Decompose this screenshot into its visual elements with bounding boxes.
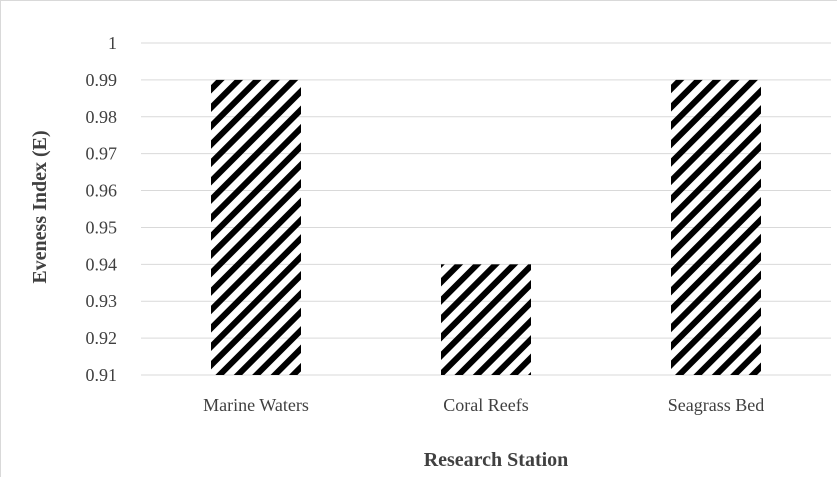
bar-seagrass-bed [671,79,761,375]
x-category-label: Seagrass Bed [668,395,764,415]
x-category-label: Coral Reefs [443,395,528,415]
y-axis-title: Eveness Index (E) [29,130,51,283]
y-tick-label: 0.96 [86,181,118,201]
y-axis-tick-labels: 0.91 0.92 0.93 0.94 0.95 0.96 0.97 0.98 0.99 1 [86,33,118,385]
y-tick-label: 1 [108,33,117,53]
y-tick-label: 0.92 [86,328,118,348]
x-axis-title: Research Station [424,449,569,471]
y-tick-label: 0.98 [86,107,118,127]
y-tick-label: 0.94 [86,254,118,274]
y-tick-label: 0.97 [86,144,118,164]
bars [211,79,761,375]
x-axis-category-labels: Marine Waters Coral Reefs Seagrass Bed [203,395,764,415]
x-category-label: Marine Waters [203,395,309,415]
y-tick-label: 0.91 [86,365,118,385]
y-tick-label: 0.99 [86,70,118,90]
y-tick-label: 0.95 [86,217,118,237]
bar-coral-reefs [441,264,531,375]
bar-marine-waters [211,79,301,375]
y-tick-label: 0.93 [86,291,118,311]
